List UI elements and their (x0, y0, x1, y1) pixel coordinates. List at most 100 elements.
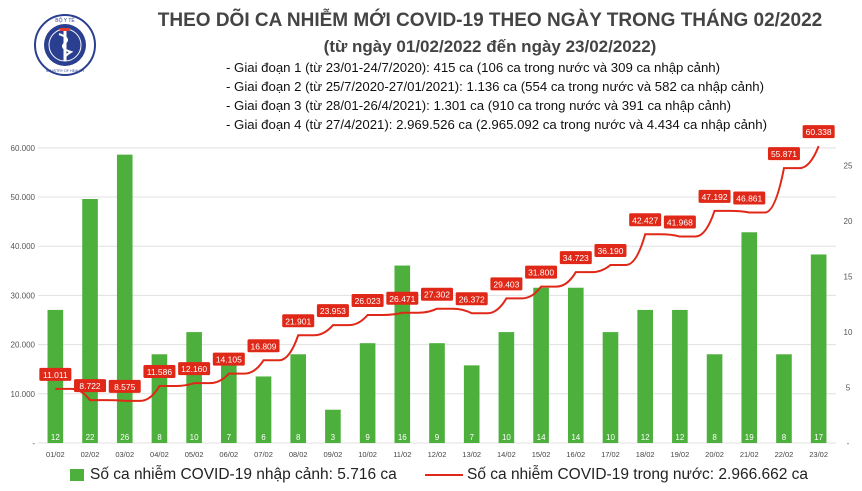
line-value-label-box (455, 292, 488, 306)
line-value-label-box (108, 379, 141, 393)
bar-value-label: 8 (157, 433, 162, 442)
bar-value-label: 12 (51, 433, 60, 442)
x-tick-label: 23/02 (809, 450, 828, 459)
x-tick-label: 16/02 (566, 450, 585, 459)
x-tick-label: 22/02 (775, 450, 794, 459)
bar-value-label: 9 (365, 433, 370, 442)
info-line-phase-4: - Giai đoạn 4 (từ 27/4/2021): 2.969.526 … (226, 117, 767, 132)
bar-value-label: 22 (86, 433, 95, 442)
line-value-label-box (39, 367, 72, 381)
line-value-label-box (802, 125, 835, 139)
y-right-tick-label: - (847, 439, 850, 448)
line-value-label-box (143, 365, 176, 379)
x-tick-label: 13/02 (462, 450, 481, 459)
line-value-label: 60.338 (806, 127, 832, 137)
line-value-label-box (212, 352, 245, 366)
imported-cases-bar (637, 309, 653, 443)
bar-value-label: 8 (782, 433, 787, 442)
imported-cases-bar (82, 199, 98, 443)
x-tick-label: 05/02 (185, 450, 204, 459)
legend-line-swatch (425, 474, 463, 476)
line-value-label: 36.190 (597, 246, 623, 256)
line-value-label: 16.809 (251, 341, 277, 351)
y-left-tick-label: - (32, 439, 35, 448)
y-left-tick-label: 20.000 (11, 341, 36, 350)
imported-cases-bar (186, 332, 202, 443)
bar-value-label: 12 (641, 433, 650, 442)
imported-cases-bar (359, 343, 376, 443)
bar-value-label: 3 (331, 433, 336, 442)
bar-value-label: 10 (606, 433, 615, 442)
legend-item-imported: Số ca nhiễm COVID-19 nhập cảnh: 5.716 ca (70, 466, 397, 484)
imported-cases-bar (325, 409, 341, 443)
imported-cases-bar (602, 332, 619, 443)
bar-value-label: 9 (435, 433, 440, 442)
line-value-label-box (594, 243, 627, 257)
y-left-tick-label: 10.000 (11, 390, 36, 399)
bar-value-label: 16 (398, 433, 407, 442)
line-value-label: 47.192 (702, 192, 728, 202)
y-right-tick-label: 20 (844, 217, 853, 226)
line-value-label: 12.160 (181, 364, 207, 374)
bar-value-label: 14 (571, 433, 580, 442)
bar-value-label: 12 (675, 433, 684, 442)
logo-bottom-text: MINISTRY OF HEALTH (46, 69, 84, 73)
line-value-label: 11.586 (147, 367, 173, 377)
line-value-label-box (316, 304, 349, 318)
line-value-label: 42.427 (632, 215, 658, 225)
bar-value-label: 14 (537, 433, 546, 442)
y-right-tick-label: 15 (844, 273, 853, 282)
domestic-cases-line (55, 145, 820, 402)
x-tick-label: 18/02 (636, 450, 655, 459)
imported-cases-bar (151, 354, 168, 443)
chart-subtitle: (từ ngày 01/02/2022 đến ngày 23/02/2022) (323, 37, 657, 56)
imported-cases-bar (290, 354, 307, 443)
line-value-label-box (421, 287, 453, 301)
imported-cases-bar (672, 309, 688, 443)
y-left-tick-label: 30.000 (11, 291, 36, 300)
line-value-label: 34.723 (563, 253, 589, 263)
line-value-label-box (74, 379, 107, 393)
legend-label-domestic: Số ca nhiễm COVID-19 trong nước: 2.966.6… (467, 466, 809, 483)
x-tick-label: 19/02 (670, 450, 689, 459)
x-tick-label: 03/02 (115, 450, 134, 459)
x-tick-label: 15/02 (532, 450, 551, 459)
x-tick-label: 10/02 (358, 450, 377, 459)
line-value-label-box (663, 215, 696, 229)
legend-bar-swatch (70, 469, 84, 481)
line-value-label-box (767, 147, 800, 161)
line-value-label: 23.953 (320, 306, 346, 316)
line-value-label-box (351, 293, 384, 307)
line-value-label-box (247, 339, 280, 353)
imported-cases-bar (394, 265, 411, 443)
y-left-tick-label: 60.000 (11, 144, 36, 153)
bar-value-label: 7 (469, 433, 474, 442)
line-value-label-box (698, 189, 731, 203)
bar-value-label: 10 (190, 433, 199, 442)
imported-cases-bar (463, 365, 480, 443)
x-tick-label: 02/02 (81, 450, 100, 459)
line-value-label-box (386, 291, 419, 305)
chart-title: THEO DÕI CA NHIỄM MỚI COVID-19 THEO NGÀY… (157, 10, 823, 31)
line-value-label-box (629, 213, 662, 227)
line-value-label: 21.901 (285, 316, 311, 326)
x-tick-label: 06/02 (219, 450, 238, 459)
imported-cases-bar (255, 376, 272, 443)
line-value-label: 29.403 (493, 279, 519, 289)
ministry-of-health-logo: BỘ Y TẾ MINISTRY OF HEALTH (34, 14, 96, 76)
line-value-label: 46.861 (736, 193, 762, 203)
y-right-tick-label: 5 (846, 384, 851, 393)
x-tick-label: 01/02 (46, 450, 65, 459)
logo-top-text: BỘ Y TẾ (55, 17, 75, 24)
info-line-phase-1: - Giai đoạn 1 (từ 23/01-24/7/2020): 415 … (226, 60, 721, 75)
line-value-label: 8.575 (114, 382, 136, 392)
line-value-label: 26.471 (389, 294, 415, 304)
imported-cases-bar (498, 332, 515, 443)
bar-value-label: 8 (712, 433, 717, 442)
x-tick-label: 17/02 (601, 450, 620, 459)
bar-value-label: 26 (120, 433, 129, 442)
imported-cases-bar (533, 287, 549, 443)
line-value-label: 41.968 (667, 218, 693, 228)
line-value-label: 55.871 (771, 149, 797, 159)
legend-label-imported: Số ca nhiễm COVID-19 nhập cảnh: 5.716 ca (90, 466, 397, 483)
